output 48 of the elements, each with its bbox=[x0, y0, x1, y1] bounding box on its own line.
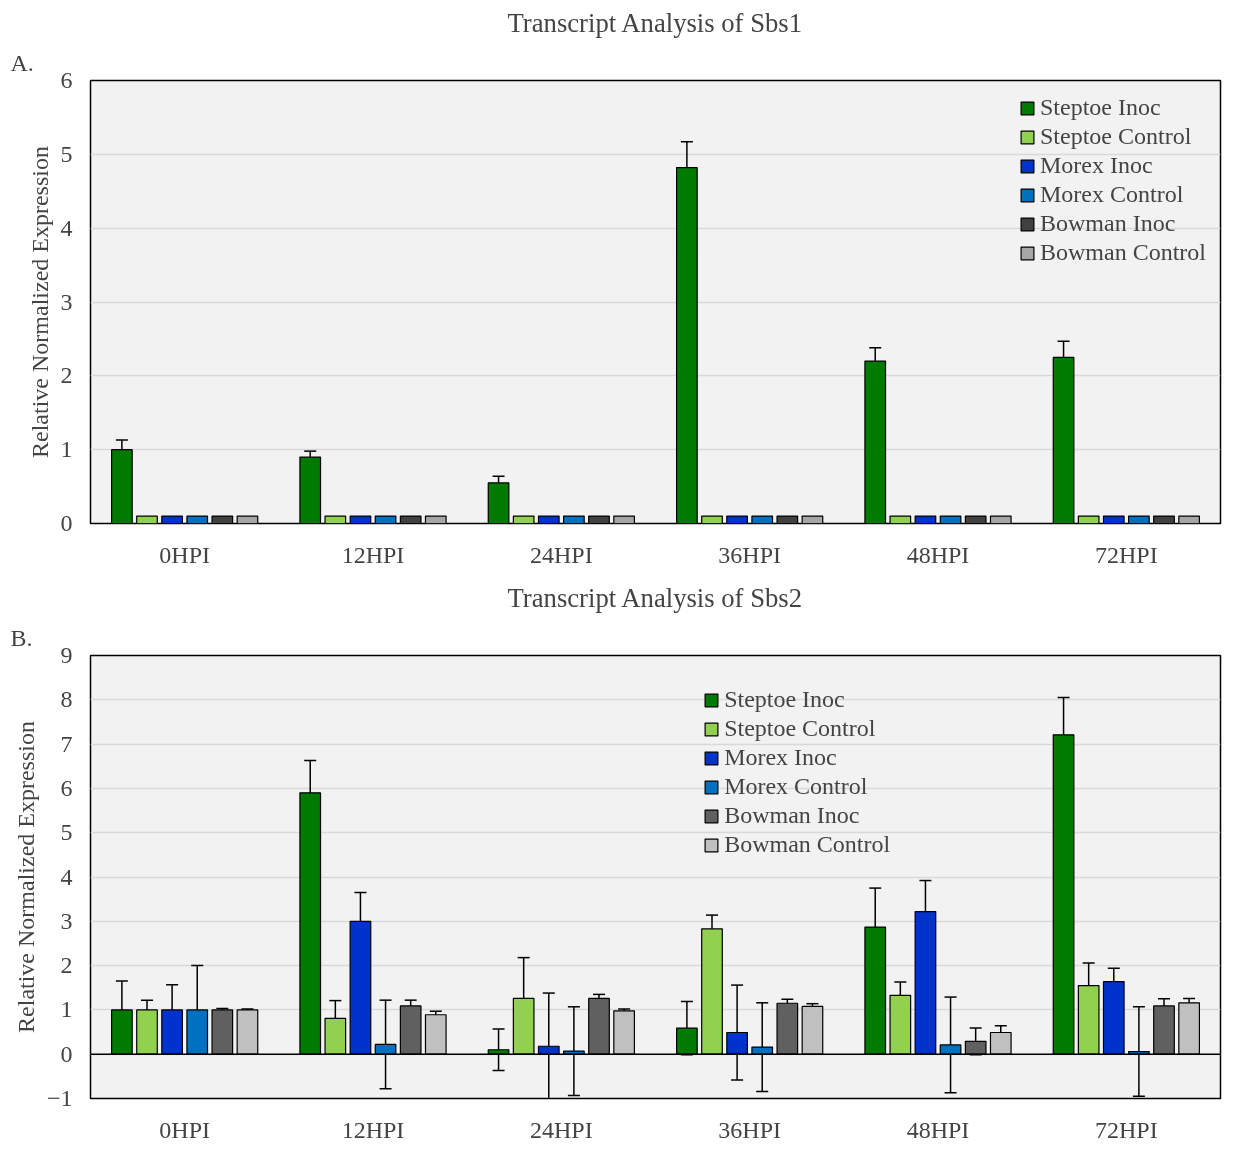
legend-label: Morex Control bbox=[1040, 181, 1184, 208]
y-tick-label: 6 bbox=[60, 67, 73, 93]
y-axis-title: Relative Normalized Expression bbox=[26, 146, 53, 458]
x-tick-label: 72HPI bbox=[1095, 541, 1158, 568]
chart-title: Transcript Analysis of Sbs2 bbox=[507, 582, 803, 613]
y-tick-label: 0 bbox=[60, 510, 73, 536]
x-tick-label: 0HPI bbox=[159, 1116, 211, 1143]
legend-label: Bowman Inoc bbox=[724, 802, 860, 829]
x-tick-label: 12HPI bbox=[341, 1116, 405, 1143]
y-axis-title: Relative Normalized Expression bbox=[12, 721, 39, 1033]
y-tick-label: 4 bbox=[60, 863, 73, 890]
y-tick-label: 4 bbox=[60, 214, 73, 241]
text: B. bbox=[10, 624, 33, 651]
chart-title: Transcript Analysis of Sbs1 bbox=[507, 7, 803, 38]
x-tick-label: 24HPI bbox=[530, 1116, 593, 1143]
legend-label: Bowman Control bbox=[724, 831, 891, 858]
y-tick-label: 7 bbox=[60, 730, 73, 757]
y-tick-label: 3 bbox=[60, 288, 73, 315]
legend-label: Bowman Control bbox=[1040, 239, 1206, 266]
y-tick-label: 5 bbox=[60, 819, 73, 846]
y-tick-label: −1 bbox=[46, 1085, 73, 1111]
legend-label: Morex Control bbox=[724, 773, 868, 800]
x-tick-label: 36HPI bbox=[718, 1116, 782, 1143]
legend-label: Steptoe Control bbox=[1040, 123, 1192, 150]
x-tick-label: 36HPI bbox=[718, 541, 782, 568]
x-tick-label: 0HPI bbox=[159, 541, 211, 568]
legend-label: Morex Inoc bbox=[724, 744, 837, 771]
x-tick-label: 12HPI bbox=[341, 541, 405, 568]
y-tick-label: 2 bbox=[60, 362, 73, 389]
y-tick-label: 3 bbox=[60, 907, 73, 934]
y-tick-label: 0 bbox=[60, 1040, 73, 1067]
y-tick-label: 1 bbox=[60, 436, 73, 463]
y-tick-label: 6 bbox=[60, 774, 73, 801]
y-tick-label: 1 bbox=[60, 996, 73, 1023]
legend-label: Steptoe Inoc bbox=[1040, 94, 1161, 121]
y-tick-label: 5 bbox=[60, 140, 73, 167]
x-tick-label: 24HPI bbox=[530, 541, 593, 568]
legend-label: Morex Inoc bbox=[1040, 152, 1153, 179]
x-tick-label: 48HPI bbox=[906, 1116, 970, 1143]
legend-label: Bowman Inoc bbox=[1040, 210, 1176, 237]
x-tick-label: 72HPI bbox=[1095, 1116, 1158, 1143]
y-tick-label: 2 bbox=[60, 952, 73, 979]
y-tick-label: 8 bbox=[60, 686, 73, 713]
y-tick-label: 9 bbox=[60, 642, 73, 668]
x-tick-label: 48HPI bbox=[906, 541, 970, 568]
text: A. bbox=[10, 49, 34, 76]
legend-label: Steptoe Inoc bbox=[724, 686, 845, 713]
legend-label: Steptoe Control bbox=[724, 715, 876, 742]
